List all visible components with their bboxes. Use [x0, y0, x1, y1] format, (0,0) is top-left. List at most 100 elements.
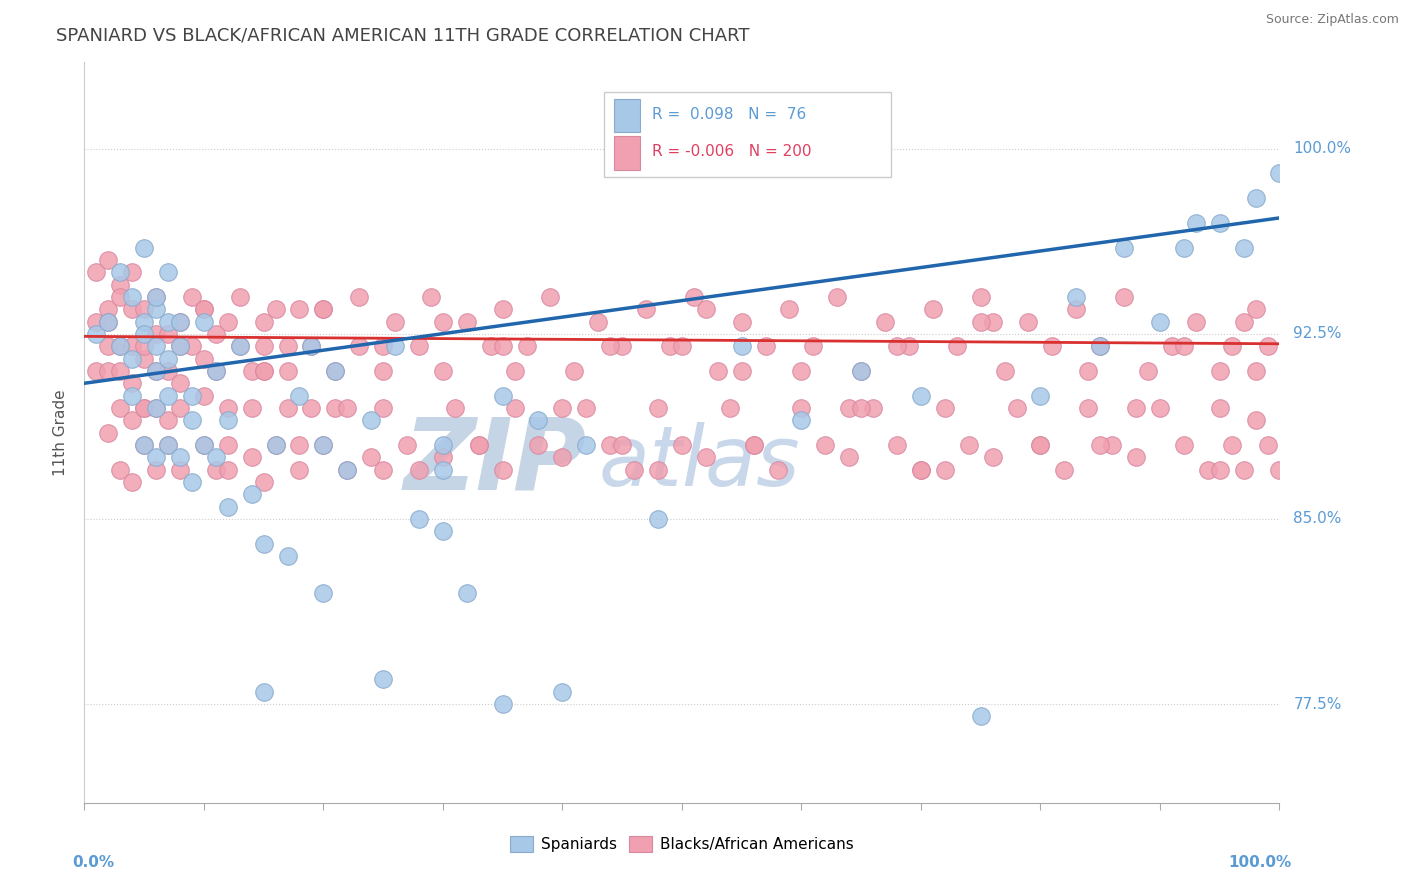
Point — [1077, 401, 1099, 415]
Point — [312, 438, 335, 452]
Point — [253, 339, 276, 353]
Point — [110, 401, 132, 415]
Point — [492, 302, 515, 317]
Point — [253, 684, 276, 698]
Point — [193, 302, 215, 317]
Point — [1090, 339, 1112, 353]
Point — [373, 401, 395, 415]
Point — [373, 673, 395, 687]
Point — [970, 314, 993, 328]
Point — [349, 339, 371, 353]
Point — [145, 339, 167, 353]
Point — [575, 438, 598, 452]
Point — [145, 462, 167, 476]
Point — [253, 475, 276, 489]
Point — [132, 401, 156, 415]
Point — [240, 450, 263, 465]
Point — [1268, 462, 1291, 476]
Point — [157, 438, 180, 452]
Point — [312, 302, 335, 317]
Point — [229, 339, 252, 353]
Point — [1149, 314, 1171, 328]
Point — [97, 339, 120, 353]
Point — [946, 339, 969, 353]
Point — [157, 413, 180, 427]
Point — [468, 438, 491, 452]
Point — [121, 388, 143, 402]
Legend: Spaniards, Blacks/African Americans: Spaniards, Blacks/African Americans — [505, 830, 859, 858]
Point — [408, 339, 430, 353]
Point — [1244, 302, 1267, 317]
Point — [575, 401, 598, 415]
Point — [970, 709, 993, 723]
Point — [169, 401, 191, 415]
Point — [336, 462, 359, 476]
Point — [827, 290, 849, 304]
Point — [97, 252, 120, 267]
Point — [121, 339, 143, 353]
Point — [132, 339, 156, 353]
Point — [132, 438, 156, 452]
Point — [157, 265, 180, 279]
Point — [540, 290, 562, 304]
Point — [121, 475, 143, 489]
Point — [1029, 438, 1052, 452]
Point — [1114, 240, 1136, 254]
Point — [336, 462, 359, 476]
Point — [790, 364, 813, 378]
Point — [994, 364, 1017, 378]
Point — [1244, 191, 1267, 205]
Point — [121, 413, 143, 427]
Point — [384, 339, 406, 353]
Point — [599, 438, 621, 452]
Point — [1220, 339, 1243, 353]
Point — [1125, 450, 1147, 465]
Point — [1209, 401, 1232, 415]
Point — [110, 339, 132, 353]
Point — [1244, 413, 1267, 427]
Point — [217, 438, 239, 452]
Point — [288, 302, 311, 317]
Point — [1137, 364, 1160, 378]
Point — [468, 438, 491, 452]
Point — [851, 364, 873, 378]
Point — [1209, 364, 1232, 378]
Point — [683, 290, 706, 304]
Point — [193, 388, 215, 402]
Point — [86, 265, 108, 279]
Point — [169, 314, 191, 328]
Point — [396, 438, 419, 452]
Point — [1077, 364, 1099, 378]
Point — [145, 364, 167, 378]
Point — [612, 339, 634, 353]
Point — [1173, 339, 1195, 353]
Point — [181, 388, 204, 402]
Point — [288, 462, 311, 476]
Point — [432, 438, 454, 452]
Text: R = -0.006   N = 200: R = -0.006 N = 200 — [652, 145, 811, 160]
Point — [564, 364, 586, 378]
Point — [110, 339, 132, 353]
Point — [408, 512, 430, 526]
Point — [229, 290, 252, 304]
Point — [1029, 388, 1052, 402]
Point — [312, 586, 335, 600]
Point — [240, 487, 263, 501]
Point — [1066, 302, 1088, 317]
Point — [181, 290, 204, 304]
Point — [373, 339, 395, 353]
Point — [1233, 462, 1256, 476]
Point — [957, 438, 980, 452]
Point — [647, 462, 669, 476]
Point — [898, 339, 921, 353]
Point — [1185, 216, 1208, 230]
Text: atlas: atlas — [599, 422, 800, 503]
Text: 85.0%: 85.0% — [1294, 511, 1341, 526]
Point — [1209, 462, 1232, 476]
Point — [970, 290, 993, 304]
Point — [766, 462, 789, 476]
Point — [479, 339, 502, 353]
Point — [1220, 438, 1243, 452]
Point — [862, 401, 884, 415]
FancyBboxPatch shape — [614, 136, 640, 169]
